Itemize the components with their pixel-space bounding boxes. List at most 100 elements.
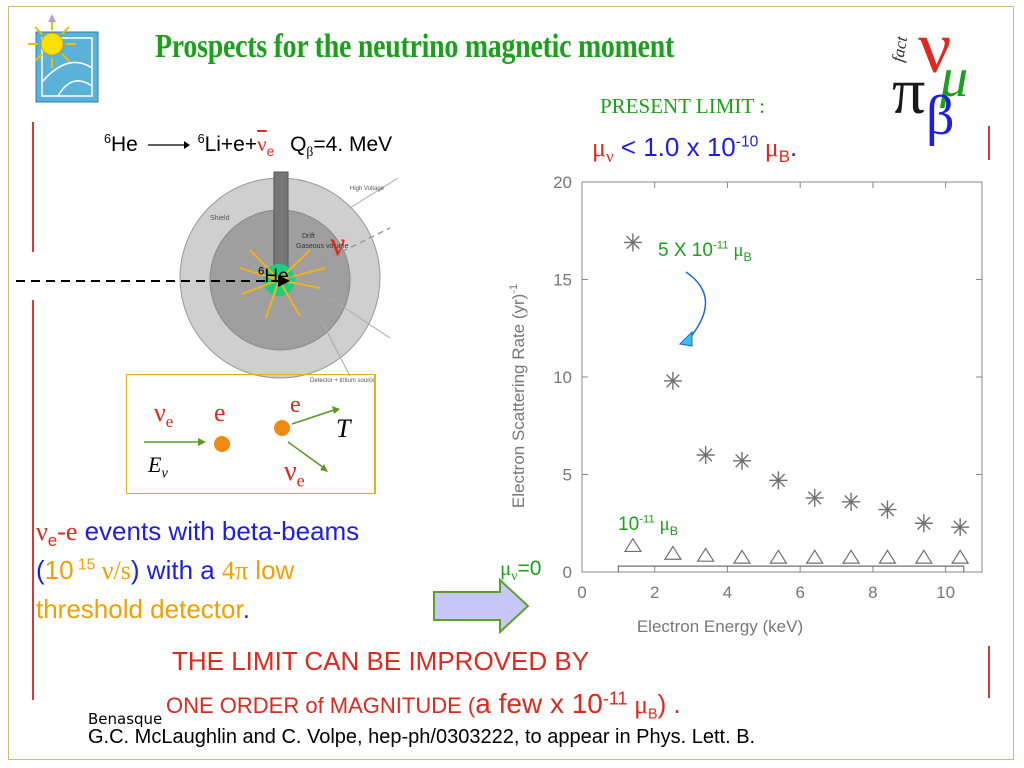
star-stroke bbox=[844, 495, 858, 509]
label-drift: Drift bbox=[302, 233, 315, 240]
chart-x-ticks: 0 2 4 6 8 10 bbox=[577, 182, 955, 602]
annotation-mu-zero-value: =0 bbox=[517, 557, 542, 580]
star-point bbox=[769, 471, 788, 490]
star-point bbox=[842, 492, 861, 511]
conclusion-few-text: a few x 10 bbox=[475, 688, 603, 719]
mu-symbol: μ bbox=[592, 133, 606, 162]
chart-x-axis-label: Electron Energy (keV) bbox=[637, 617, 803, 636]
triangle-point bbox=[842, 549, 861, 564]
outgoing-nu-label: νe bbox=[284, 456, 305, 491]
scatter-box-right-edge bbox=[374, 374, 376, 494]
triangle-point bbox=[623, 537, 642, 553]
events-electron: -e bbox=[57, 517, 78, 546]
limit-period: . bbox=[790, 132, 798, 162]
outgoing-nu-symbol: ν bbox=[284, 456, 297, 487]
slide-frame bbox=[8, 6, 1014, 760]
slide-title: Prospects for the neutrino magnetic mome… bbox=[155, 28, 675, 65]
footer-citation: G.C. McLaughlin and C. Volpe, hep-ph/030… bbox=[88, 726, 756, 748]
curved-arrow-icon bbox=[678, 271, 707, 347]
conclusion-order-text: ONE ORDER of MAGNITUDE ( bbox=[166, 693, 476, 718]
paren-close: ) bbox=[130, 555, 140, 585]
right-border-line-bottom bbox=[988, 646, 990, 698]
low-text: low bbox=[248, 555, 295, 585]
y-tick-label: 20 bbox=[553, 173, 572, 192]
annotation-1e-11-b: B bbox=[669, 523, 678, 538]
detector-he-mass: 6 bbox=[258, 265, 265, 278]
x-tick-label: 6 bbox=[795, 583, 804, 602]
star-point bbox=[696, 446, 715, 464]
logo-mu-text: μ bbox=[940, 47, 969, 109]
footer-location: Benasque bbox=[88, 710, 163, 728]
li-products: Li+e+ bbox=[204, 133, 258, 156]
x-tick-label: 4 bbox=[723, 583, 732, 602]
x-tick-label: 10 bbox=[936, 583, 955, 602]
chart-marks bbox=[617, 233, 970, 572]
outgoing-nu-subscript: e bbox=[296, 470, 305, 491]
limit-exponent: -10 bbox=[735, 133, 759, 151]
triangle-point bbox=[696, 547, 715, 562]
he-mass-number: 6 bbox=[104, 132, 112, 146]
triangle-point bbox=[951, 549, 970, 564]
right-border-line-top bbox=[988, 126, 990, 160]
label-shield: Shield bbox=[210, 215, 230, 222]
kinetic-energy-label: T bbox=[336, 414, 351, 443]
annotation-1e-11-mu: μ bbox=[654, 514, 670, 535]
logo-nu-text: ν bbox=[918, 7, 952, 89]
present-limit-value: μν < 1.0 x 10-10 μB. bbox=[592, 132, 798, 167]
decay-reaction: 6He 6Li+e+νe Qβ=4. MeV bbox=[104, 132, 392, 160]
scatter-diagram-box bbox=[126, 374, 375, 494]
x-tick-label: 8 bbox=[868, 583, 877, 602]
star-point bbox=[623, 233, 642, 252]
annotation-mu-zero-nu: ν bbox=[511, 568, 518, 584]
star-point bbox=[914, 514, 933, 533]
zero-moment-line bbox=[617, 565, 965, 572]
b-subscript: B bbox=[778, 147, 791, 167]
q-subscript: β bbox=[306, 144, 314, 160]
events-period: . bbox=[242, 594, 250, 624]
x-tick-label: 2 bbox=[650, 583, 659, 602]
threshold-detector-text: threshold detector bbox=[36, 594, 243, 624]
triangle-point bbox=[769, 549, 788, 564]
annotation-1e-11-base: 10 bbox=[618, 514, 640, 535]
star-stroke bbox=[807, 491, 822, 505]
q-symbol: Q bbox=[290, 133, 307, 156]
annotation-5e-11-base: 5 X 10 bbox=[658, 240, 713, 261]
triangle-point bbox=[805, 549, 824, 564]
right-arrow-icon bbox=[433, 578, 530, 634]
scatter-diagram-graphic bbox=[144, 406, 340, 472]
neutrino-energy-label: Eν bbox=[148, 452, 168, 482]
he-symbol: He bbox=[111, 133, 138, 156]
energy-subscript: ν bbox=[161, 465, 168, 482]
paren-open: ( bbox=[36, 555, 45, 585]
triangle-point bbox=[663, 545, 682, 560]
four-pi-text: 4π bbox=[221, 556, 249, 585]
chart-y-axis-label-text: Electron Scattering Rate (yr) bbox=[509, 294, 528, 508]
conclusion-few-exp: -11 bbox=[602, 688, 628, 709]
triangle-point bbox=[732, 549, 752, 564]
star-stroke bbox=[626, 235, 640, 250]
star-point bbox=[663, 371, 682, 390]
y-tick-label: 15 bbox=[553, 271, 572, 290]
li-mass-number: 6 bbox=[197, 132, 205, 146]
antineutrino-symbol: ν bbox=[257, 132, 267, 156]
scattering-rate-chart: 0 2 4 6 8 10 0 5 10 15 20 Electron Energy (keV) E… bbox=[508, 173, 983, 636]
star-stroke bbox=[698, 448, 713, 462]
left-border-line-top bbox=[32, 122, 34, 252]
label-high-voltage: High Voltage bbox=[350, 186, 385, 192]
present-limit-label: PRESENT LIMIT : bbox=[600, 94, 765, 118]
chart-y-axis-label: Electron Scattering Rate (yr)-1 bbox=[508, 284, 528, 508]
conclusion-few-mu: μ bbox=[627, 690, 649, 719]
label-gaseous-volume: Gaseous volume bbox=[296, 243, 349, 250]
x-tick-label: 0 bbox=[577, 583, 586, 602]
logo-beta-text: β bbox=[926, 85, 955, 147]
antineutrino-subscript: e bbox=[266, 144, 275, 160]
nu-subscript: ν bbox=[605, 147, 614, 167]
reaction-arrow-icon bbox=[147, 141, 190, 150]
star-point bbox=[878, 500, 897, 519]
annotation-5e-11-exp: -11 bbox=[712, 239, 729, 252]
star-stroke bbox=[666, 374, 680, 388]
dashed-pointer-arrow bbox=[16, 275, 290, 287]
conclusion-few-b: B bbox=[648, 706, 658, 723]
triangle-point bbox=[914, 549, 933, 564]
annotation-mu-zero: μν=0 bbox=[500, 556, 542, 584]
